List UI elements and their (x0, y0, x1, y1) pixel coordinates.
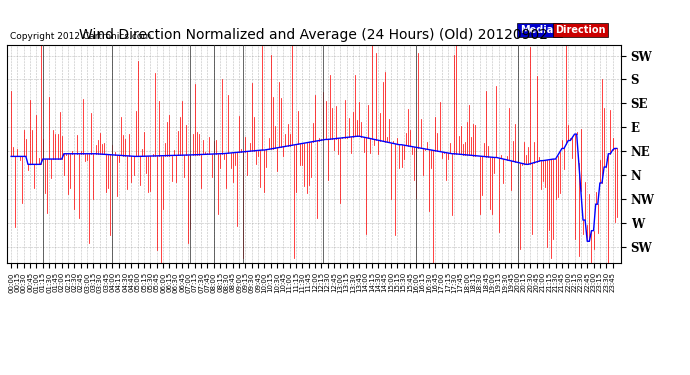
Text: Copyright 2012 Cartronics.com: Copyright 2012 Cartronics.com (10, 32, 152, 41)
Text: Median: Median (520, 25, 560, 35)
Text: Direction: Direction (555, 25, 606, 35)
Title: Wind Direction Normalized and Average (24 Hours) (Old) 20120902: Wind Direction Normalized and Average (2… (79, 28, 549, 42)
